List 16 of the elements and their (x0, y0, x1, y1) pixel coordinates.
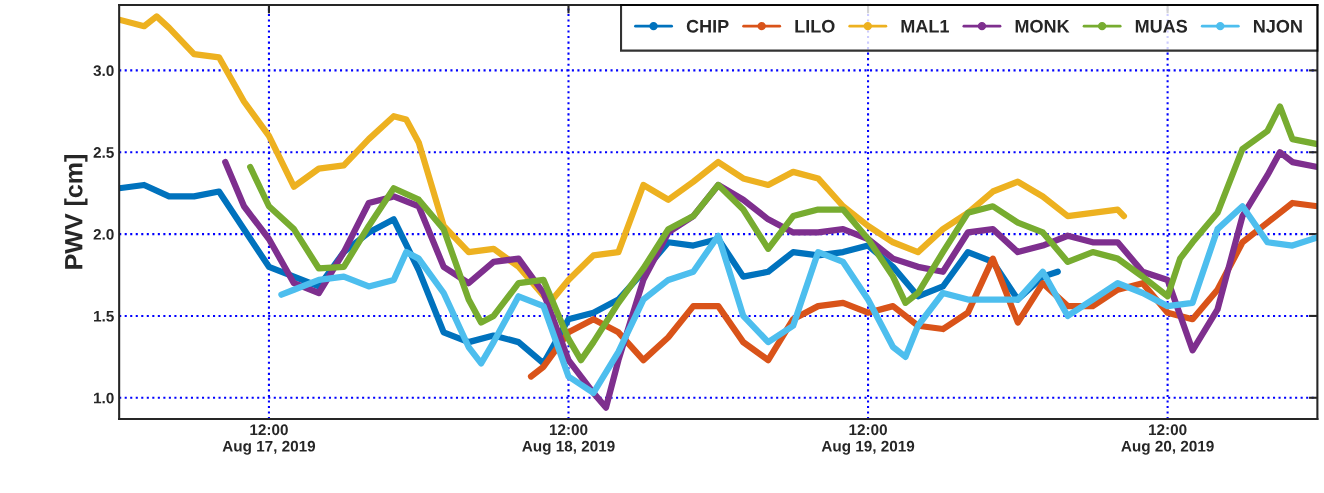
x-tick-label: 12:00 Aug 17, 2019 (222, 424, 316, 455)
legend-label: MUAS (1135, 19, 1188, 33)
y-tick-label: 1.0 (94, 392, 114, 404)
x-tick-label: 12:00 Aug 20, 2019 (1121, 424, 1214, 455)
legend-label: MONK (1015, 19, 1070, 33)
y-axis-title: PWV [cm] (64, 155, 88, 269)
legend-label: NJON (1253, 19, 1302, 33)
x-tick-label: 12:00 Aug 18, 2019 (522, 424, 615, 455)
legend-label: LILO (795, 19, 835, 33)
x-tick-label: 12:00 Aug 19, 2019 (821, 424, 915, 455)
legend-label: MAL1 (901, 20, 949, 33)
y-tick-label: 2.0 (93, 228, 114, 240)
y-tick-label: 3.0 (93, 65, 114, 77)
y-tick-label: 2.5 (93, 147, 114, 158)
legend-label: CHIP (686, 19, 729, 33)
y-tick-label: 1.5 (94, 310, 114, 322)
